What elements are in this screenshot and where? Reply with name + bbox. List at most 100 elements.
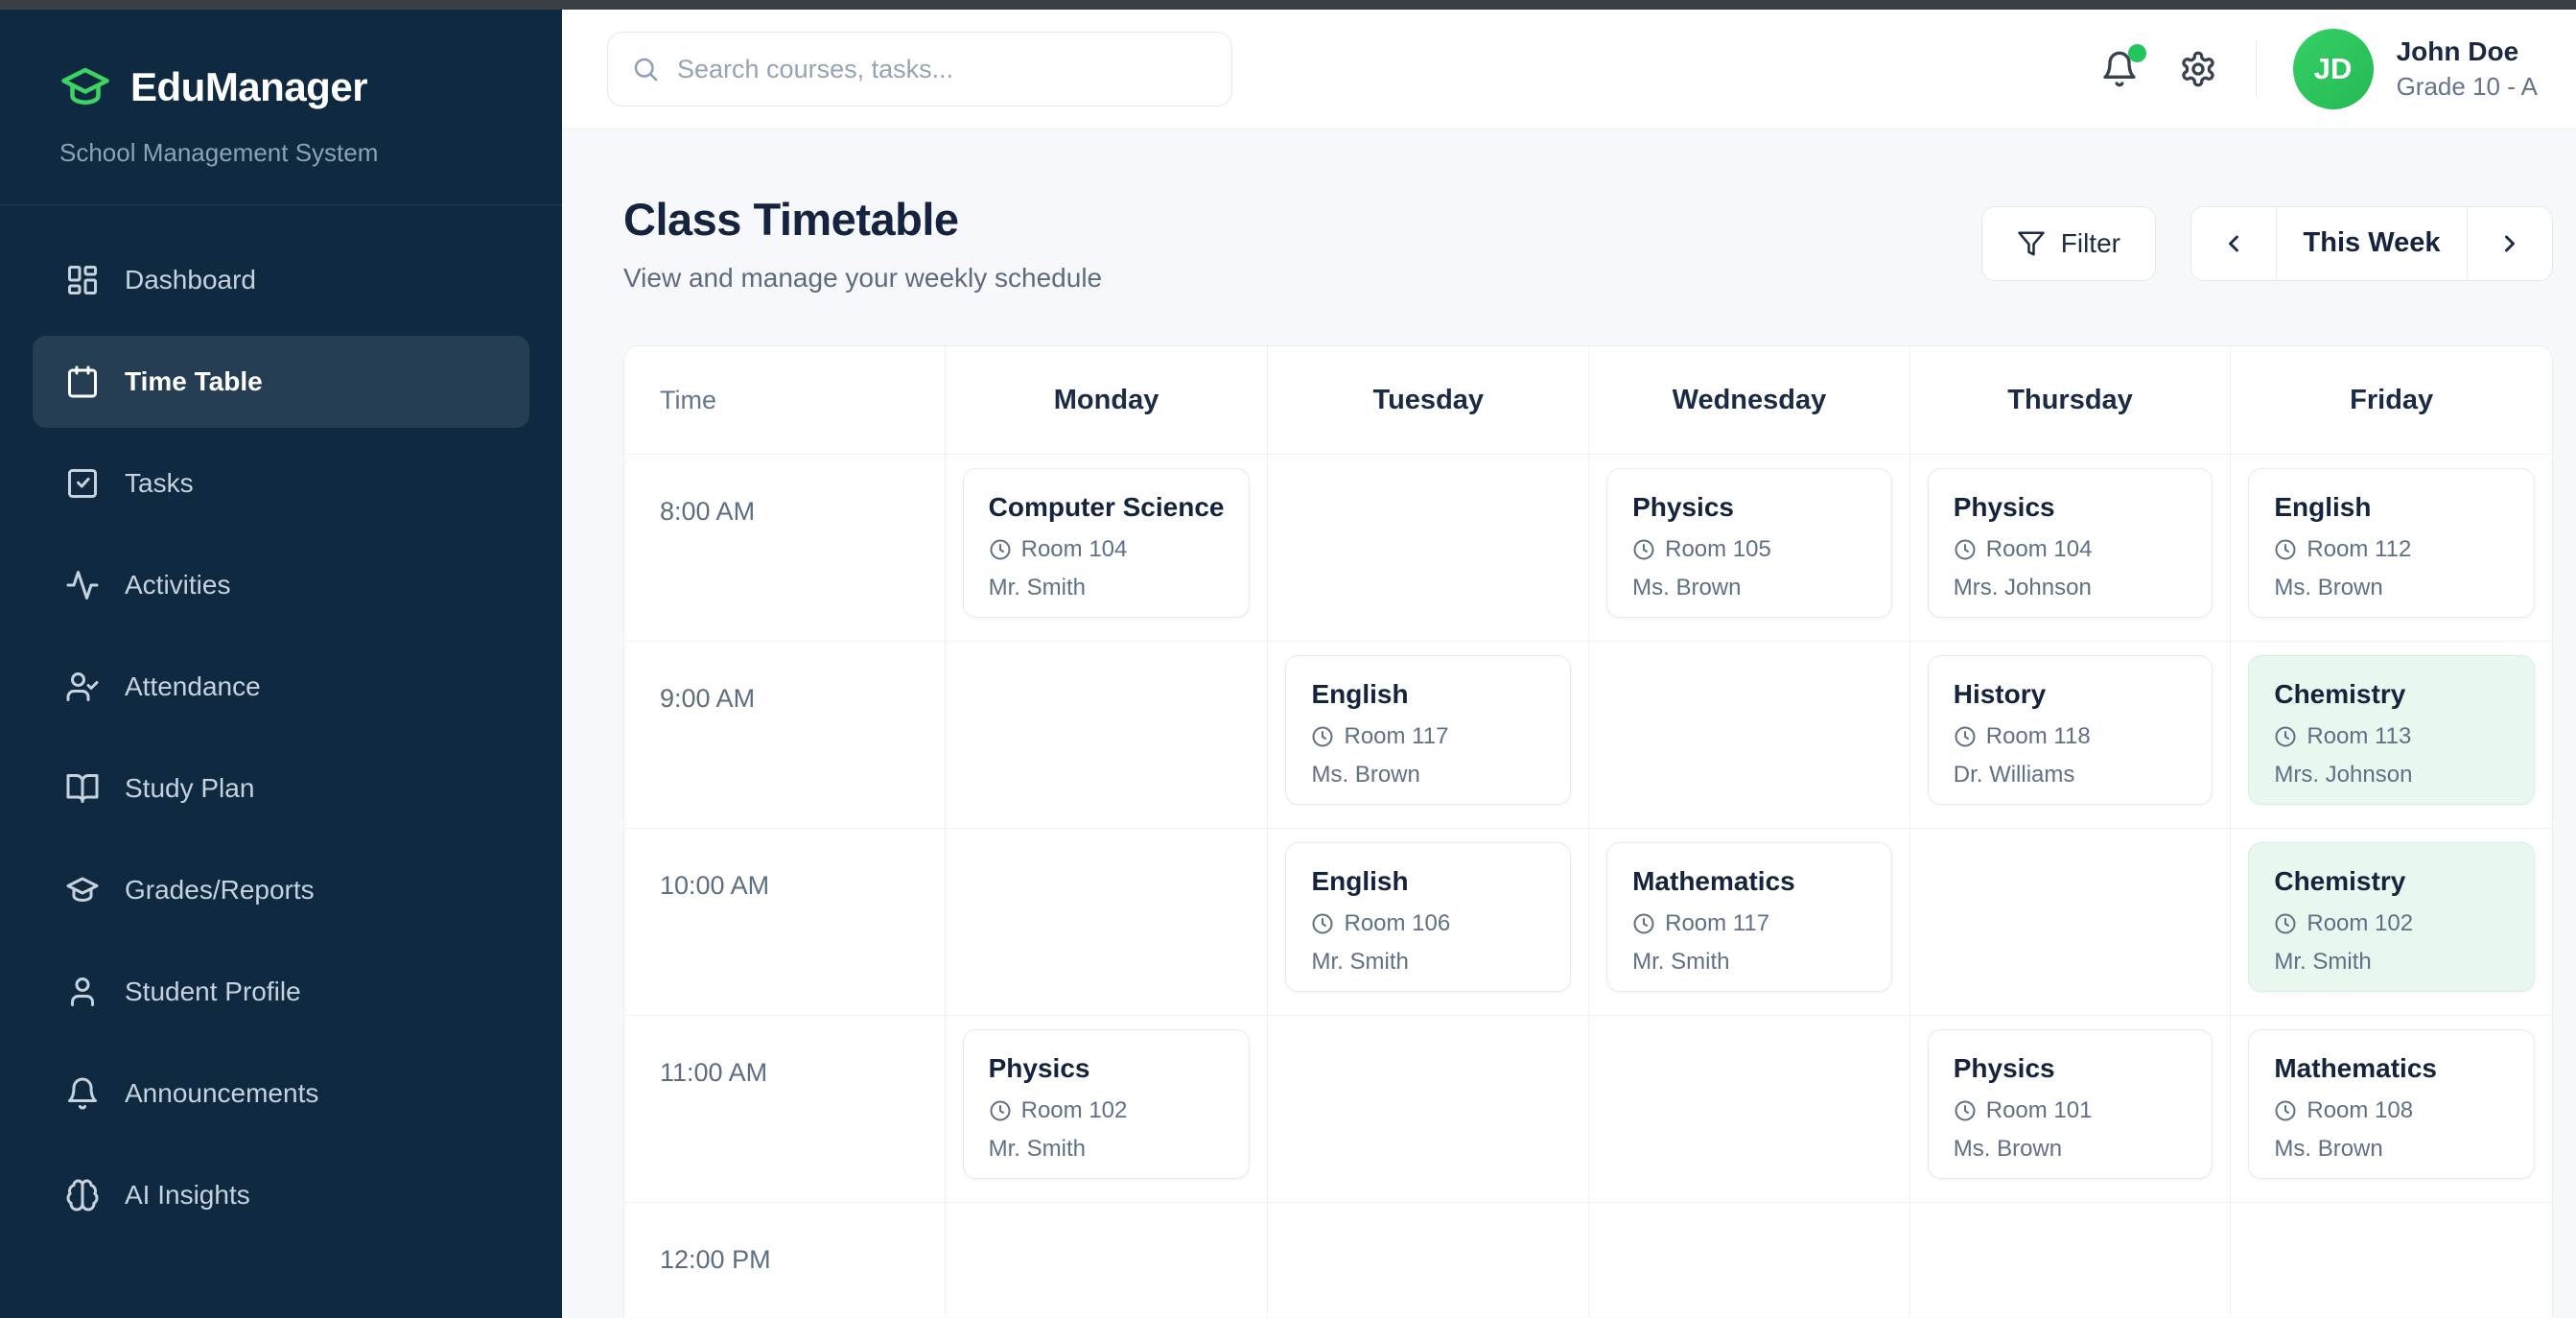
sidebar-item-tasks[interactable]: Tasks bbox=[33, 437, 529, 530]
class-subject: Chemistry bbox=[2274, 679, 2406, 709]
filter-label: Filter bbox=[2060, 227, 2120, 258]
time-label: 10:00 AM bbox=[624, 829, 946, 1016]
sidebar-item-label: Dashboard bbox=[125, 265, 256, 294]
page-subtitle: View and manage your weekly schedule bbox=[623, 263, 1103, 293]
sidebar-item-label: Study Plan bbox=[125, 773, 255, 803]
notifications-button[interactable] bbox=[2098, 44, 2146, 90]
class-teacher: Mr. Smith bbox=[1632, 949, 1730, 975]
app-title: EduManager bbox=[130, 64, 368, 109]
class-card[interactable]: Chemistry Room 102 Mr. Smith bbox=[2248, 842, 2535, 992]
search-icon bbox=[631, 55, 660, 83]
class-room: Room 113 bbox=[2274, 723, 2509, 750]
topbar: JD John Doe Grade 10 - A bbox=[562, 10, 2576, 129]
class-card[interactable]: Physics Room 105 Ms. Brown bbox=[1606, 468, 1892, 618]
class-subject: Mathematics bbox=[2274, 1053, 2437, 1083]
class-card[interactable]: Computer Science Room 104 Mr. Smith bbox=[962, 468, 1251, 618]
class-teacher: Mr. Smith bbox=[2274, 949, 2372, 975]
timetable-cell: English Room 117 Ms. Brown bbox=[1268, 642, 1590, 829]
sidebar-item-label: Time Table bbox=[125, 366, 263, 396]
sidebar: EduManager School Management System Dash… bbox=[0, 10, 562, 1318]
next-week-button[interactable] bbox=[2468, 207, 2552, 280]
timetable: Time Monday Tuesday Wednesday Thursday Friday… bbox=[623, 345, 2553, 1317]
user-menu[interactable]: JD John Doe Grade 10 - A bbox=[2292, 29, 2538, 109]
class-subject: English bbox=[1311, 679, 1409, 709]
search-input[interactable] bbox=[677, 54, 1208, 84]
class-room: Room 117 bbox=[1311, 723, 1545, 750]
timetable-cell: Chemistry Room 102 Mr. Smith bbox=[2231, 829, 2552, 1016]
class-card[interactable]: English Room 106 Mr. Smith bbox=[1285, 842, 1572, 992]
previous-week-button[interactable] bbox=[2191, 207, 2276, 280]
class-teacher: Ms. Brown bbox=[1311, 762, 1420, 788]
sidebar-item-announcements[interactable]: Announcements bbox=[33, 1047, 529, 1140]
attendance-icon bbox=[65, 670, 100, 704]
sidebar-item-activities[interactable]: Activities bbox=[33, 539, 529, 631]
sidebar-item-label: Activities bbox=[125, 570, 231, 600]
settings-button[interactable] bbox=[2177, 48, 2219, 90]
class-room: Room 101 bbox=[1954, 1097, 2188, 1124]
user-icon bbox=[65, 975, 100, 1009]
class-card[interactable]: History Room 118 Dr. Williams bbox=[1927, 655, 2213, 805]
class-teacher: Ms. Brown bbox=[2274, 575, 2383, 600]
timetable-cell bbox=[1589, 642, 1910, 829]
timetable-cell bbox=[1910, 1203, 2232, 1317]
class-card[interactable]: Physics Room 101 Ms. Brown bbox=[1927, 1029, 2213, 1179]
class-room: Room 108 bbox=[2274, 1097, 2509, 1124]
funnel-icon bbox=[2018, 231, 2045, 255]
timetable-cell: Physics Room 105 Ms. Brown bbox=[1589, 455, 1910, 642]
sidebar-item-study-plan[interactable]: Study Plan bbox=[33, 742, 529, 835]
timetable-cell: Mathematics Room 108 Ms. Brown bbox=[2231, 1016, 2552, 1203]
week-switcher: This Week bbox=[2190, 205, 2553, 281]
graduation-cap-icon bbox=[65, 873, 100, 907]
class-subject: English bbox=[1311, 866, 1409, 896]
gear-icon bbox=[2181, 51, 2214, 87]
week-label[interactable]: This Week bbox=[2303, 227, 2441, 258]
tasks-icon bbox=[65, 466, 100, 501]
sidebar-item-attendance[interactable]: Attendance bbox=[33, 641, 529, 733]
timetable-cell bbox=[1268, 1203, 1590, 1317]
timetable-cell bbox=[1909, 829, 2232, 1016]
class-teacher: Mrs. Johnson bbox=[2274, 762, 2413, 788]
class-card[interactable]: Chemistry Room 113 Mrs. Johnson bbox=[2248, 655, 2535, 805]
class-room: Room 117 bbox=[1632, 910, 1866, 937]
class-teacher: Dr. Williams bbox=[1953, 762, 2075, 788]
clock-icon bbox=[1954, 725, 1977, 748]
class-teacher: Mr. Smith bbox=[988, 575, 1086, 600]
class-card[interactable]: English Room 117 Ms. Brown bbox=[1285, 655, 1572, 805]
sidebar-item-time-table[interactable]: Time Table bbox=[33, 336, 529, 428]
class-room: Room 104 bbox=[989, 536, 1225, 563]
time-label: 9:00 AM bbox=[624, 642, 946, 829]
brain-icon bbox=[65, 1178, 100, 1212]
class-card[interactable]: Physics Room 102 Mr. Smith bbox=[962, 1029, 1251, 1179]
window-top-edge bbox=[0, 0, 2576, 10]
sidebar-item-dashboard[interactable]: Dashboard bbox=[33, 234, 529, 326]
timetable-cell: History Room 118 Dr. Williams bbox=[1909, 642, 2232, 829]
timetable-day-header: Friday bbox=[2231, 346, 2552, 455]
timetable-time-header: Time bbox=[624, 346, 946, 455]
sidebar-item-label: AI Insights bbox=[125, 1180, 250, 1210]
class-card[interactable]: Physics Room 104 Mrs. Johnson bbox=[1927, 468, 2213, 618]
timetable-day-header: Monday bbox=[945, 346, 1269, 455]
timetable-cell bbox=[1268, 455, 1590, 642]
class-room: Room 105 bbox=[1632, 536, 1866, 563]
timetable-cell bbox=[2231, 1203, 2552, 1317]
sidebar-item-ai-insights[interactable]: AI Insights bbox=[33, 1149, 529, 1241]
timetable-cell: Physics Room 102 Mr. Smith bbox=[945, 1016, 1269, 1203]
class-card[interactable]: Mathematics Room 108 Ms. Brown bbox=[2248, 1029, 2535, 1179]
graduation-cap-logo-icon bbox=[59, 61, 111, 113]
class-teacher: Ms. Brown bbox=[1953, 1136, 2063, 1162]
filter-button[interactable]: Filter bbox=[1980, 205, 2156, 281]
chevron-right-icon bbox=[2505, 235, 2515, 251]
avatar[interactable]: JD bbox=[2292, 29, 2374, 109]
timetable-grid: Time Monday Tuesday Wednesday Thursday Friday… bbox=[624, 346, 2552, 1317]
timetable-cell: Physics Room 104 Mrs. Johnson bbox=[1909, 455, 2232, 642]
app-tagline: School Management System bbox=[59, 138, 379, 167]
class-teacher: Mrs. Johnson bbox=[1953, 575, 2092, 600]
class-room: Room 102 bbox=[2274, 910, 2509, 937]
class-card[interactable]: Mathematics Room 117 Mr. Smith bbox=[1606, 842, 1892, 992]
logo-block: EduManager School Management System bbox=[0, 10, 562, 205]
notification-dot bbox=[2127, 44, 2146, 62]
sidebar-item-grades-reports[interactable]: Grades/Reports bbox=[33, 844, 529, 936]
class-card[interactable]: English Room 112 Ms. Brown bbox=[2248, 468, 2535, 618]
clock-icon bbox=[1311, 725, 1334, 748]
sidebar-item-student-profile[interactable]: Student Profile bbox=[33, 946, 529, 1038]
